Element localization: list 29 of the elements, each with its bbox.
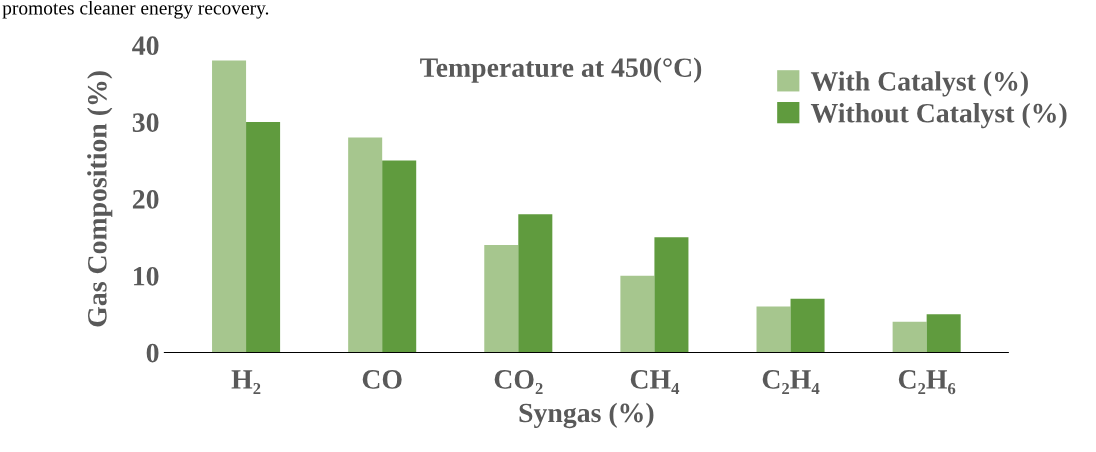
bar — [484, 244, 519, 353]
x-tick-label: CO₂ — [494, 370, 543, 395]
y-tick-label: 0 — [146, 343, 159, 363]
bar — [518, 214, 553, 353]
bar — [892, 321, 927, 353]
y-tick-label: 30 — [132, 113, 159, 132]
x-axis-title: Syngas (%) — [519, 402, 654, 429]
legend-label: With Catalyst (%) — [810, 71, 1028, 97]
text: promotes cleaner energy recovery. — [2, 0, 269, 19]
y-axis-title: Gas Composition (%) — [87, 71, 113, 327]
y-tick-label: 20 — [132, 190, 159, 209]
y-tick-label: 40 — [132, 36, 159, 56]
bar — [348, 137, 383, 353]
x-tick-label: CH₄ — [630, 370, 680, 395]
x-tick-label: CO — [362, 370, 402, 389]
x-tick-label: C₂H₆ — [898, 370, 956, 395]
bar — [790, 298, 825, 353]
bar — [756, 306, 791, 353]
bar — [212, 60, 247, 353]
y-tick-label: 10 — [133, 266, 159, 286]
bar — [654, 237, 689, 353]
legend-label: Without Catalyst (%) — [810, 103, 1067, 129]
chart-title: Temperature at 450(°C) — [420, 57, 702, 83]
x-tick-label: H₂ — [231, 370, 261, 395]
bar — [620, 275, 655, 353]
bar — [382, 160, 417, 353]
x-tick-label: C₂H₄ — [762, 370, 820, 395]
bar — [246, 122, 281, 353]
bar — [926, 314, 961, 353]
